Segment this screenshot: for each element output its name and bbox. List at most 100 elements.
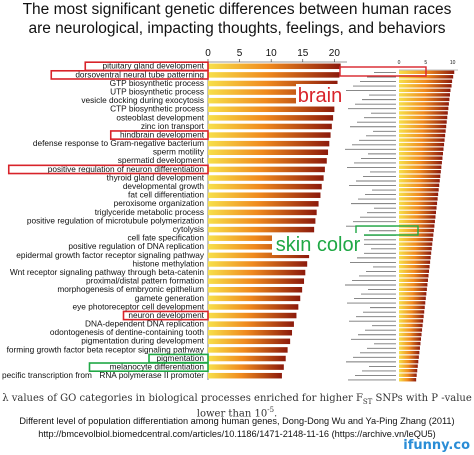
bar — [208, 72, 340, 78]
mini-bar — [399, 332, 422, 337]
category-label: positive regulation of DNA replication — [68, 241, 204, 251]
credit-line-2[interactable]: http://bmcevolbiol.biomedcentral.com/art… — [38, 429, 436, 439]
mini-bar — [399, 147, 444, 151]
category-label: DNA-dependent DNA replication — [85, 319, 204, 329]
bar — [208, 106, 335, 113]
category-label: peroxisome organization — [114, 198, 205, 208]
mini-bar — [399, 341, 421, 346]
bar — [208, 115, 334, 121]
mini-bar — [399, 260, 431, 264]
category-label: triglyceride metabolic process — [95, 207, 204, 217]
mini-bar — [399, 102, 449, 106]
mini-bar — [399, 201, 438, 206]
bar — [208, 201, 319, 207]
bar — [208, 372, 282, 379]
credit: Different level of population differenti… — [0, 415, 474, 441]
category-label: cell fate specification — [127, 233, 204, 243]
caption-prefix: λ values of GO categories in biological … — [2, 393, 363, 404]
mini-bar — [399, 210, 437, 215]
bar — [208, 63, 341, 70]
brain-highlight-box — [109, 130, 209, 140]
bar — [208, 158, 327, 164]
category-label: dorsoventral neural tube patterning — [75, 69, 204, 79]
bar — [208, 140, 330, 147]
bar — [208, 312, 297, 319]
bar — [208, 252, 310, 259]
mini-bar — [399, 115, 448, 120]
mini-bar — [399, 355, 419, 359]
category-label: hindbrain development — [120, 129, 205, 139]
watermark: ifunny.co — [403, 438, 470, 453]
x-tick-label: 0 — [205, 48, 211, 59]
mini-skin-box — [355, 225, 419, 236]
bar — [208, 209, 317, 216]
mini-bar — [399, 188, 439, 192]
mini-bar — [399, 314, 424, 319]
x-tick-label: 5 — [237, 48, 243, 59]
caption-subscript: ST — [362, 398, 373, 406]
mini-bar — [399, 93, 450, 97]
mini-bar — [399, 179, 440, 183]
mini-bar — [399, 323, 423, 328]
category-label: positive regulation of neuron differenti… — [48, 164, 205, 174]
mini-x-tick-label: 0 — [398, 60, 401, 66]
category-label: proximal/distal pattern formation — [86, 276, 204, 286]
mini-bar — [399, 269, 430, 273]
category-label: CTP biosynthetic process — [110, 104, 204, 114]
bar — [208, 80, 338, 87]
bar — [208, 166, 325, 173]
mini-bar — [399, 197, 438, 201]
category-label: thyroid gland development — [107, 172, 205, 182]
bar — [208, 235, 313, 241]
mini-bar — [399, 106, 449, 111]
mini-bar — [399, 296, 426, 301]
brain-highlight-box — [122, 310, 209, 321]
chart-area: 0 5 10 15 20 pituitary gland developmentdorso… — [2, 48, 458, 382]
x-tick-label: 15 — [297, 48, 309, 59]
mini-bar — [399, 219, 435, 224]
caption-end: . — [274, 408, 278, 420]
x-tick-label: 20 — [329, 48, 341, 59]
mini-bar — [399, 283, 428, 287]
bar — [208, 244, 311, 250]
main-chart: 0 5 10 15 20 pituitary gland developmentdorso… — [2, 48, 347, 380]
category-label: pituitary gland development — [103, 61, 205, 71]
category-label: Wnt receptor signaling pathway through b… — [10, 267, 205, 277]
mini-bar — [399, 75, 454, 79]
bar — [208, 269, 306, 276]
mini-bar — [399, 237, 433, 242]
mini-bar — [399, 120, 447, 124]
mini-bar — [399, 79, 453, 84]
bar — [208, 321, 294, 327]
category-label: pigmentation during development — [81, 336, 204, 346]
mini-bar — [399, 97, 450, 102]
partial-label: pecific transcription from — [2, 370, 92, 380]
bar — [208, 295, 301, 302]
mini-bar — [399, 215, 436, 219]
credit-line-1: Different level of population differenti… — [19, 416, 455, 426]
bar — [208, 192, 321, 198]
mini-bar — [399, 138, 445, 142]
annotations: brain skin color — [272, 84, 364, 256]
mini-bar — [399, 373, 417, 377]
bar — [208, 132, 331, 138]
mini-bar — [399, 124, 447, 129]
caption-superscript: -5 — [267, 406, 275, 414]
mini-bar — [399, 337, 421, 341]
figure-caption: λ values of GO categories in biological … — [0, 393, 474, 419]
mini-bar — [399, 129, 446, 133]
mini-bar — [399, 278, 428, 282]
mini-bar — [399, 242, 433, 246]
mini-bar — [399, 319, 424, 323]
caption-suffix: SNPs with P -value lower than 10 — [196, 393, 472, 420]
bar — [208, 355, 286, 362]
bar — [208, 347, 288, 353]
bar — [208, 304, 299, 310]
brain-highlight-box — [7, 164, 209, 175]
bar — [208, 261, 308, 267]
category-label: cytolysis — [173, 224, 204, 234]
mini-bar — [399, 183, 440, 188]
mini-bar — [399, 192, 439, 197]
mini-bar — [399, 206, 437, 210]
bar — [208, 338, 291, 345]
